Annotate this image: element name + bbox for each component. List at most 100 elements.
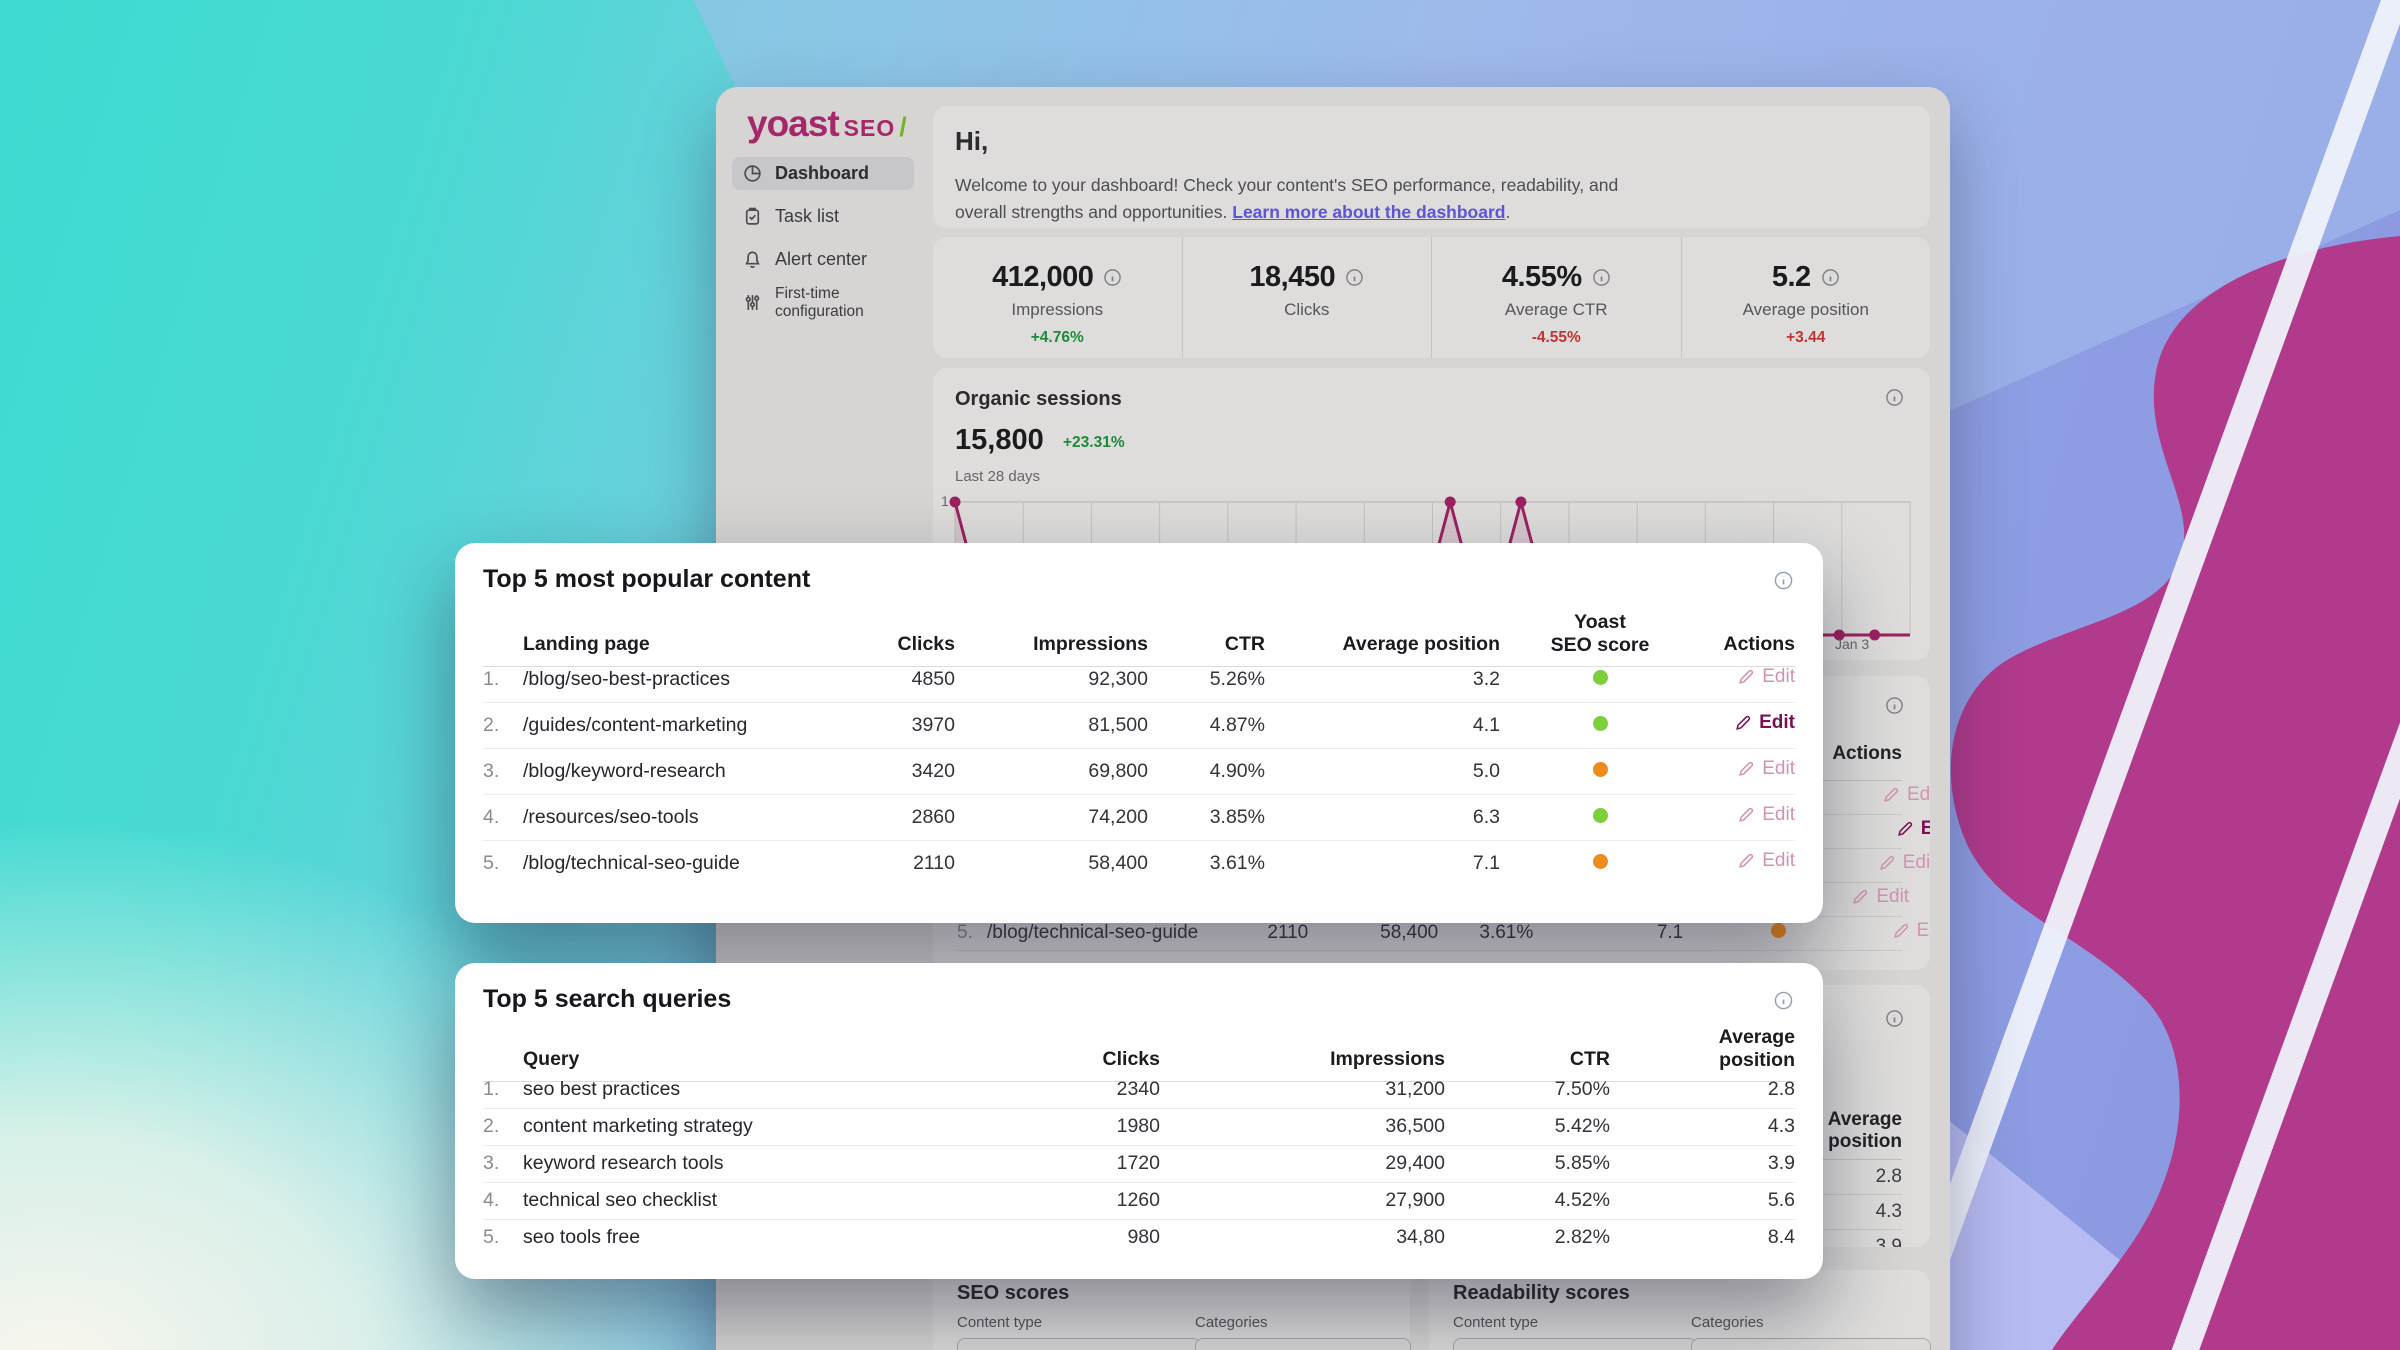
search-queries-overlay-card: Top 5 search queries Query Clicks Impres… [455,963,1823,1279]
stat-delta: +3.44 [1786,329,1826,346]
content-type-select[interactable]: Posts ▲▼ [957,1338,1201,1350]
learn-more-link[interactable]: Learn more about the dashboard [1232,202,1506,223]
stat-label: Average position [1742,300,1869,319]
table-row: 5. seo tools free 980 34,80 2.82% 8.4 [483,1226,1795,1248]
info-icon[interactable] [1821,268,1840,287]
table-header: Landing page Clicks Impressions CTR Aver… [483,600,1795,667]
card-title: Top 5 search queries [483,985,732,1013]
seo-scores-title: SEO scores [957,1282,1070,1304]
clipboard-check-icon [745,207,760,225]
stat-value: 4.55% [1501,261,1582,293]
card-title: Top 5 most popular content [483,565,811,593]
bell-icon [745,251,760,268]
logo-word: yoast [747,103,840,144]
categories-select[interactable]: All ▲▼ [1691,1338,1931,1350]
edit-button[interactable]: Edit [1892,920,1930,942]
stat-value: 5.2 [1771,261,1811,293]
info-icon[interactable] [1345,268,1364,287]
x-axis-tick: Jan 3 [1834,636,1870,652]
welcome-line2: overall strengths and opportunities. [955,202,1233,223]
info-icon[interactable] [1103,268,1122,287]
sessions-delta: +23.31% [1063,434,1125,451]
sidebar-item-dashboard[interactable]: Dashboard [732,157,914,190]
info-icon[interactable] [1592,268,1611,287]
categories-select[interactable]: All ▲▼ [1195,1338,1411,1350]
welcome-card: Hi, Welcome to your dashboard! Check you… [933,106,1930,228]
query-text: technical seo checklist [523,1189,718,1211]
table-row: 4. /resources/seo-tools 2860 74,200 3.85… [483,794,1795,841]
sidebar-item-label: Alert center [775,249,868,269]
yoast-logo: yoast SEO / [747,103,907,145]
sidebar-item-alert-center[interactable]: Alert center [732,243,914,276]
stat-impressions: 412,000 Impressions +4.76% [933,237,1182,358]
sidebar-item-label: Task list [775,206,840,226]
seo-scores-card: SEO scores Content type Categories Posts… [933,1270,1411,1350]
stat-delta: +4.76% [1030,329,1084,346]
sidebar-item-label: Dashboard [775,163,870,183]
table-row: 5./blog/technical-seo-guide 2110 58,400 3… [957,916,1930,951]
sessions-value: 15,800 [955,424,1044,456]
edit-button[interactable]: Edit [1737,666,1795,688]
stat-delta: -4.55% [1531,329,1581,346]
stat-average-ctr: 4.55% Average CTR -4.55% [1431,237,1681,358]
table-row: 3. /blog/keyword-research 3420 69,800 4.… [483,748,1795,795]
popular-content-overlay-card: Top 5 most popular content Landing page … [455,543,1823,923]
stat-label: Average CTR [1504,300,1608,319]
greeting-heading: Hi, [955,126,989,156]
welcome-text: Welcome to your dashboard! Check your co… [955,175,1619,223]
edit-button[interactable]: Edit [1882,784,1930,806]
readability-scores-title: Readability scores [1453,1282,1630,1304]
logo-suffix: SEO [843,115,896,141]
info-icon[interactable] [1774,991,1793,1010]
info-icon[interactable] [1885,388,1904,407]
readability-scores-card: Readability scores Content type Categori… [1429,1270,1931,1350]
info-icon[interactable] [1885,1009,1904,1028]
table-row: 2. content marketing strategy 1980 36,50… [483,1108,1795,1146]
info-icon[interactable] [1885,696,1904,715]
info-icon[interactable] [1774,571,1793,590]
seo-score-dot [1770,923,1786,938]
seo-score-dot [1592,761,1608,777]
seo-score-dot [1592,807,1608,823]
sessions-subtitle: Last 28 days [955,468,1041,485]
edit-button[interactable]: Edit [1851,886,1909,908]
query-text: content marketing strategy [523,1115,753,1137]
seo-score-dot [1592,669,1608,685]
content-type-label: Content type [1453,1314,1539,1331]
chart-title: Organic sessions [955,388,1122,410]
landing-page-link[interactable]: /resources/seo-tools [523,805,699,828]
table-row: 5. /blog/technical-seo-guide 2110 58,400… [483,850,1795,874]
edit-button[interactable]: Edit [1737,804,1795,826]
table-row: 4. technical seo checklist 1260 27,900 4… [483,1182,1795,1220]
pie-chart-icon [744,165,761,182]
pencil-icon [1736,715,1751,730]
edit-button[interactable]: Edit [1896,818,1930,840]
logo-slash: / [899,112,907,142]
y-axis-tick: 1 [941,493,949,509]
pencil-icon [1739,669,1754,684]
edit-button[interactable]: Edit [1734,712,1795,734]
pencil-icon [1739,761,1754,776]
sidebar-item-task-list[interactable]: Task list [732,200,914,233]
landing-page-link[interactable]: /blog/keyword-research [523,759,726,782]
stat-clicks: 18,450 Clicks [1181,237,1432,358]
content-type-select[interactable]: Posts ▲▼ [1453,1338,1697,1350]
edit-button[interactable]: Edit [1737,758,1795,780]
seo-score-dot [1592,715,1608,731]
stats-card: 412,000 Impressions +4.76% 18,450 Clicks… [933,237,1930,358]
sidebar-item-label: First-time configuration [775,284,864,320]
welcome-line1: Welcome to your dashboard! Check your co… [955,175,1619,195]
landing-page-link[interactable]: /blog/seo-best-practices [523,667,731,690]
stat-average-position: 5.2 Average position +3.44 [1680,237,1931,358]
sliders-icon [745,295,760,310]
sidebar-item-first-time-configuration[interactable]: First-time configuration [732,284,914,320]
stat-value: 18,450 [1249,261,1336,293]
landing-page-link[interactable]: /guides/content-marketing [523,713,748,736]
edit-button[interactable]: Edit [1878,852,1930,874]
table-row: 1. /blog/seo-best-practices 4850 92,300 … [483,656,1795,703]
categories-label: Categories [1691,1314,1764,1331]
edit-button[interactable]: Edit [1737,850,1795,872]
stat-value: 412,000 [992,261,1094,293]
landing-page-link[interactable]: /blog/technical-seo-guide [523,851,740,874]
